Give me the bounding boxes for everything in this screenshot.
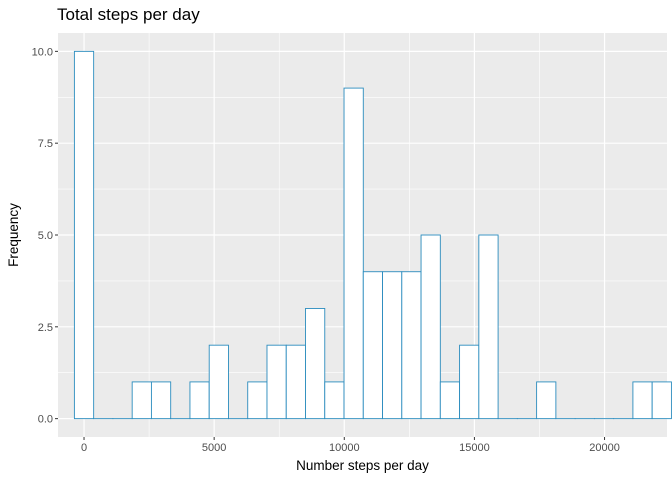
y-tick-label: 10.0 — [32, 46, 53, 58]
histogram-bar — [478, 234, 499, 420]
x-tick-label: 20000 — [589, 442, 620, 454]
histogram-bar — [439, 381, 461, 420]
histogram-bar — [536, 381, 557, 420]
histogram-bar — [150, 381, 172, 420]
y-tick-label: 7.5 — [38, 138, 53, 150]
y-axis: 0.0 2.5 5.0 7.5 10.0 — [32, 46, 58, 426]
histogram-bar — [362, 271, 383, 420]
x-tick-label: 0 — [81, 442, 87, 454]
y-tick-label: 0.0 — [38, 414, 53, 426]
histogram-bar — [651, 381, 672, 420]
histogram-bar — [285, 344, 306, 420]
y-tick-label: 5.0 — [38, 230, 53, 242]
y-axis-title: Frequency — [6, 203, 21, 267]
histogram-bar — [324, 381, 345, 420]
histogram-bar — [459, 344, 480, 420]
x-tick-label: 5000 — [202, 442, 226, 454]
histogram-bar — [401, 271, 422, 420]
x-tick-label: 10000 — [329, 442, 360, 454]
histogram-bar — [266, 344, 287, 420]
histogram-bar — [247, 381, 268, 420]
histogram-bar — [343, 87, 364, 420]
histogram-bar — [420, 234, 441, 420]
histogram-bar — [632, 381, 653, 420]
histogram-bar — [73, 50, 95, 420]
histogram-bars — [73, 50, 672, 420]
chart-title: Total steps per day — [57, 5, 200, 24]
histogram-bar — [131, 381, 152, 420]
y-tick-label: 2.5 — [38, 322, 53, 334]
x-axis-title: Number steps per day — [296, 458, 429, 473]
x-axis: 0 5000 10000 15000 20000 — [81, 437, 620, 454]
histogram-bar — [189, 381, 210, 420]
histogram-bar — [208, 344, 229, 420]
histogram-bar — [305, 308, 326, 420]
x-tick-label: 15000 — [459, 442, 490, 454]
histogram-bar — [382, 271, 403, 420]
